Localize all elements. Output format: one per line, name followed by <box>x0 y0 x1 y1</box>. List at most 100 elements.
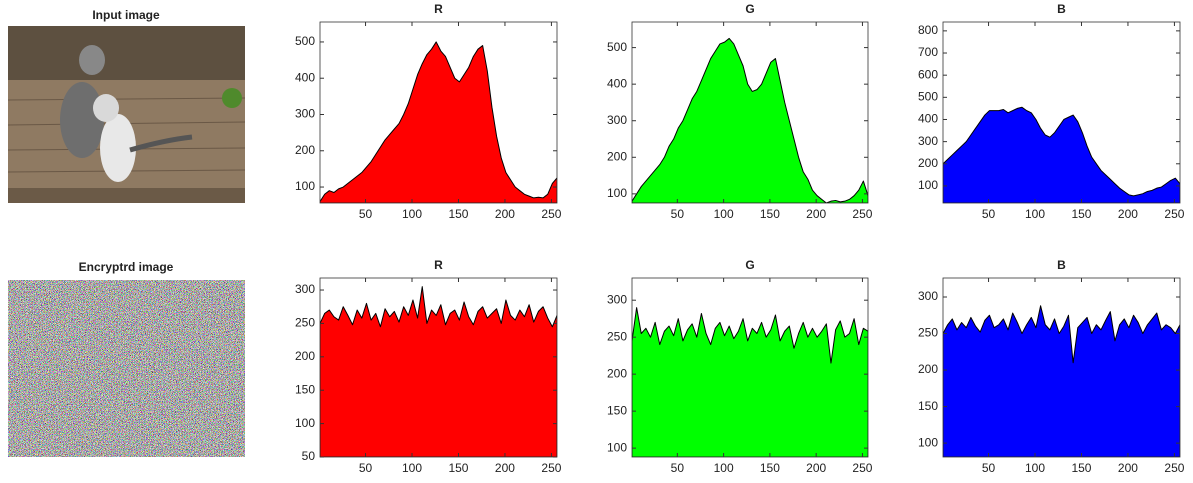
plank-line <box>7 97 246 101</box>
axes-frame <box>631 21 869 204</box>
y-tick-label: 250 <box>607 329 627 343</box>
plot-area <box>943 106 1180 203</box>
y-tick-label: 300 <box>295 107 315 121</box>
input-image <box>7 26 246 203</box>
plot-area <box>320 41 557 203</box>
x-tick-label: 250 <box>541 207 561 221</box>
image-title: Encryptrd image <box>79 260 174 274</box>
x-tick-label: 100 <box>1025 461 1045 475</box>
x-tick-label: 150 <box>760 461 780 475</box>
x-tick-label: 150 <box>448 207 468 221</box>
histogram-area <box>943 106 1180 203</box>
y-tick-label: 150 <box>295 382 315 396</box>
y-tick-label: 500 <box>295 34 315 48</box>
chart-title: B <box>1057 2 1066 16</box>
x-tick-label: 200 <box>806 207 826 221</box>
chart-title: R <box>434 2 443 16</box>
y-tick-label: 200 <box>918 362 938 376</box>
x-tick-label: 150 <box>448 461 468 475</box>
x-tick-label: 200 <box>1118 207 1138 221</box>
axes-frame <box>319 21 558 204</box>
x-tick-label: 200 <box>806 461 826 475</box>
x-tick-label: 100 <box>402 207 422 221</box>
x-tick-label: 50 <box>671 207 685 221</box>
y-tick-label: 500 <box>607 40 627 54</box>
y-tick-label: 300 <box>295 282 315 296</box>
axes-frame <box>631 277 869 458</box>
x-tick-label: 250 <box>1164 461 1184 475</box>
y-tick-label: 800 <box>918 23 938 37</box>
x-tick-label: 150 <box>1071 461 1091 475</box>
y-tick-label: 150 <box>607 403 627 417</box>
axes-frame <box>942 21 1181 204</box>
y-tick-label: 100 <box>607 186 627 200</box>
plot-area <box>320 286 557 457</box>
cat-tail <box>129 134 193 153</box>
x-tick-label: 250 <box>1164 207 1184 221</box>
y-tick-label: 200 <box>607 366 627 380</box>
y-tick-label: 300 <box>607 292 627 306</box>
x-tick-label: 100 <box>1025 207 1045 221</box>
x-tick-label: 50 <box>982 207 996 221</box>
cat-body <box>60 82 104 158</box>
cat-body <box>100 114 136 182</box>
y-tick-label: 200 <box>918 156 938 170</box>
x-tick-label: 100 <box>402 461 422 475</box>
y-tick-label: 100 <box>607 440 627 454</box>
leaf <box>222 88 242 108</box>
y-tick-label: 700 <box>918 45 938 59</box>
x-tick-label: 250 <box>541 461 561 475</box>
x-tick-label: 50 <box>671 461 685 475</box>
y-tick-label: 400 <box>607 76 627 90</box>
y-tick-label: 500 <box>918 89 938 103</box>
cat-head <box>79 45 105 75</box>
axes-frame <box>942 277 1181 458</box>
axes-frame <box>319 277 558 458</box>
table-edge <box>8 188 245 203</box>
y-tick-label: 100 <box>295 179 315 193</box>
x-tick-label: 250 <box>852 461 872 475</box>
y-tick-label: 200 <box>295 143 315 157</box>
y-tick-label: 300 <box>607 113 627 127</box>
x-tick-label: 50 <box>359 207 373 221</box>
chart-title: B <box>1057 258 1066 272</box>
histogram-area <box>320 286 557 457</box>
y-tick-label: 200 <box>607 149 627 163</box>
x-tick-label: 200 <box>495 207 515 221</box>
plot-area <box>943 305 1180 457</box>
x-tick-label: 50 <box>359 461 373 475</box>
encrypted-image <box>8 280 245 457</box>
y-tick-label: 50 <box>302 449 316 463</box>
y-tick-label: 100 <box>918 435 938 449</box>
chart-title: R <box>434 258 443 272</box>
x-tick-label: 250 <box>852 207 872 221</box>
x-tick-label: 150 <box>1071 207 1091 221</box>
y-tick-label: 250 <box>295 316 315 330</box>
y-tick-label: 300 <box>918 289 938 303</box>
y-tick-label: 250 <box>918 326 938 340</box>
histogram-area <box>632 37 868 203</box>
y-tick-label: 400 <box>295 70 315 84</box>
x-tick-label: 200 <box>1118 461 1138 475</box>
y-tick-label: 150 <box>918 399 938 413</box>
y-tick-label: 200 <box>295 349 315 363</box>
y-tick-label: 100 <box>295 416 315 430</box>
photo-back <box>8 26 245 81</box>
y-tick-label: 600 <box>918 67 938 81</box>
x-tick-label: 150 <box>760 207 780 221</box>
y-tick-label: 300 <box>918 134 938 148</box>
chart-title: G <box>745 258 754 272</box>
plot-area <box>632 307 868 457</box>
cat-head <box>93 94 119 122</box>
plot-area <box>632 37 868 203</box>
histogram-area <box>320 41 557 203</box>
image-title: Input image <box>92 8 160 22</box>
y-tick-label: 100 <box>918 178 938 192</box>
chart-title: G <box>745 2 754 16</box>
x-tick-label: 100 <box>714 207 734 221</box>
y-tick-label: 400 <box>918 112 938 126</box>
histogram-area <box>632 307 868 457</box>
x-tick-label: 50 <box>982 461 996 475</box>
